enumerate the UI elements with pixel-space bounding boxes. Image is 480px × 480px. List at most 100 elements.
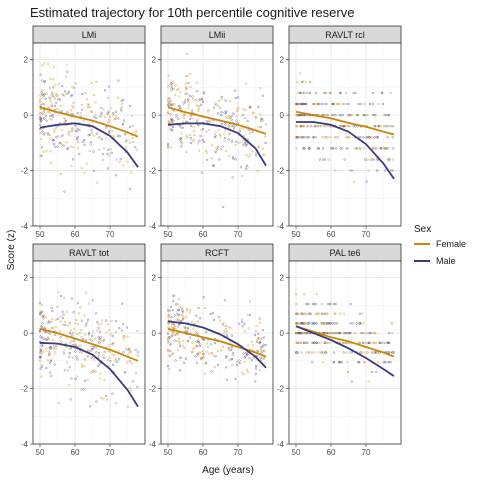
point-female [59, 104, 62, 108]
point-female [320, 302, 324, 306]
point-female [54, 318, 57, 321]
point-female [168, 318, 171, 321]
point-female [109, 350, 112, 353]
point-male [391, 125, 394, 128]
point-female [181, 142, 184, 145]
point-male [313, 302, 316, 306]
point-male [295, 312, 298, 315]
point-female [315, 293, 318, 296]
panel-border [32, 260, 146, 445]
point-female [167, 336, 171, 339]
point-male [76, 138, 79, 141]
point-male [220, 110, 223, 114]
point-female [173, 103, 176, 106]
point-male [111, 112, 115, 115]
trajectory-male [39, 122, 139, 168]
point-male [121, 323, 125, 326]
point-female [190, 321, 194, 324]
point-male [81, 92, 84, 96]
point-female [214, 131, 217, 134]
point-male [338, 91, 341, 95]
point-male [76, 135, 79, 138]
point-male [107, 121, 110, 124]
point-female [53, 128, 56, 131]
point-female [354, 91, 358, 95]
point-male [38, 330, 42, 333]
point-male [242, 143, 245, 147]
point-female [308, 80, 312, 83]
point-female [200, 129, 203, 132]
point-female [170, 90, 173, 93]
point-male [223, 136, 227, 140]
point-male [370, 158, 374, 161]
point-male [53, 363, 56, 366]
point-female [84, 92, 87, 95]
point-male [234, 89, 237, 92]
point-female [169, 146, 173, 149]
point-female [216, 349, 220, 353]
x-tick-label: 70 [106, 230, 115, 239]
point-male [83, 358, 87, 361]
point-female [231, 363, 234, 367]
point-female [197, 107, 201, 110]
point-male [40, 91, 43, 94]
point-male [385, 147, 388, 150]
point-female [389, 91, 392, 95]
point-female [126, 335, 129, 338]
point-female [69, 109, 73, 112]
point-female [243, 330, 246, 333]
point-male [63, 190, 66, 193]
x-tick-label: 60 [327, 448, 336, 457]
point-female [338, 312, 342, 315]
point-male [357, 361, 360, 364]
point-female [321, 351, 324, 354]
point-female [106, 113, 109, 116]
y-tick-label: -2 [277, 385, 285, 394]
point-male [310, 322, 313, 325]
point-female [71, 331, 75, 334]
point-female [134, 131, 137, 134]
point-female [40, 116, 44, 120]
point-female [125, 361, 129, 364]
point-male [90, 339, 93, 342]
point-female [205, 350, 208, 353]
point-female [205, 130, 208, 133]
trajectory-female [39, 106, 139, 138]
point-female [319, 125, 323, 128]
x-tick-label: 60 [327, 230, 336, 239]
point-female [201, 338, 205, 341]
point-female [66, 324, 70, 327]
point-male [258, 341, 262, 344]
point-male [217, 112, 220, 115]
point-male [352, 91, 356, 95]
point-female [55, 94, 58, 97]
point-female [131, 140, 135, 144]
point-male [134, 146, 137, 149]
panel-background [289, 43, 401, 226]
point-female [174, 324, 177, 328]
point-female [171, 128, 174, 131]
point-female [79, 306, 82, 309]
point-female [189, 114, 192, 117]
point-male [374, 351, 378, 354]
point-female [47, 319, 51, 323]
point-male [116, 134, 120, 138]
point-male [349, 322, 352, 325]
point-male [308, 351, 311, 354]
point-female [324, 91, 327, 95]
point-male [63, 90, 67, 93]
point-male [64, 119, 68, 123]
point-female [77, 322, 80, 326]
point-female [377, 102, 380, 106]
point-male [296, 341, 299, 344]
point-female [41, 88, 44, 92]
point-male [169, 343, 172, 346]
point-female [91, 330, 95, 333]
point-male [299, 91, 302, 95]
point-female [249, 153, 252, 156]
point-male [216, 363, 220, 367]
point-male [40, 146, 44, 149]
point-female [367, 169, 370, 172]
point-male [368, 102, 372, 106]
point-male [195, 314, 198, 317]
